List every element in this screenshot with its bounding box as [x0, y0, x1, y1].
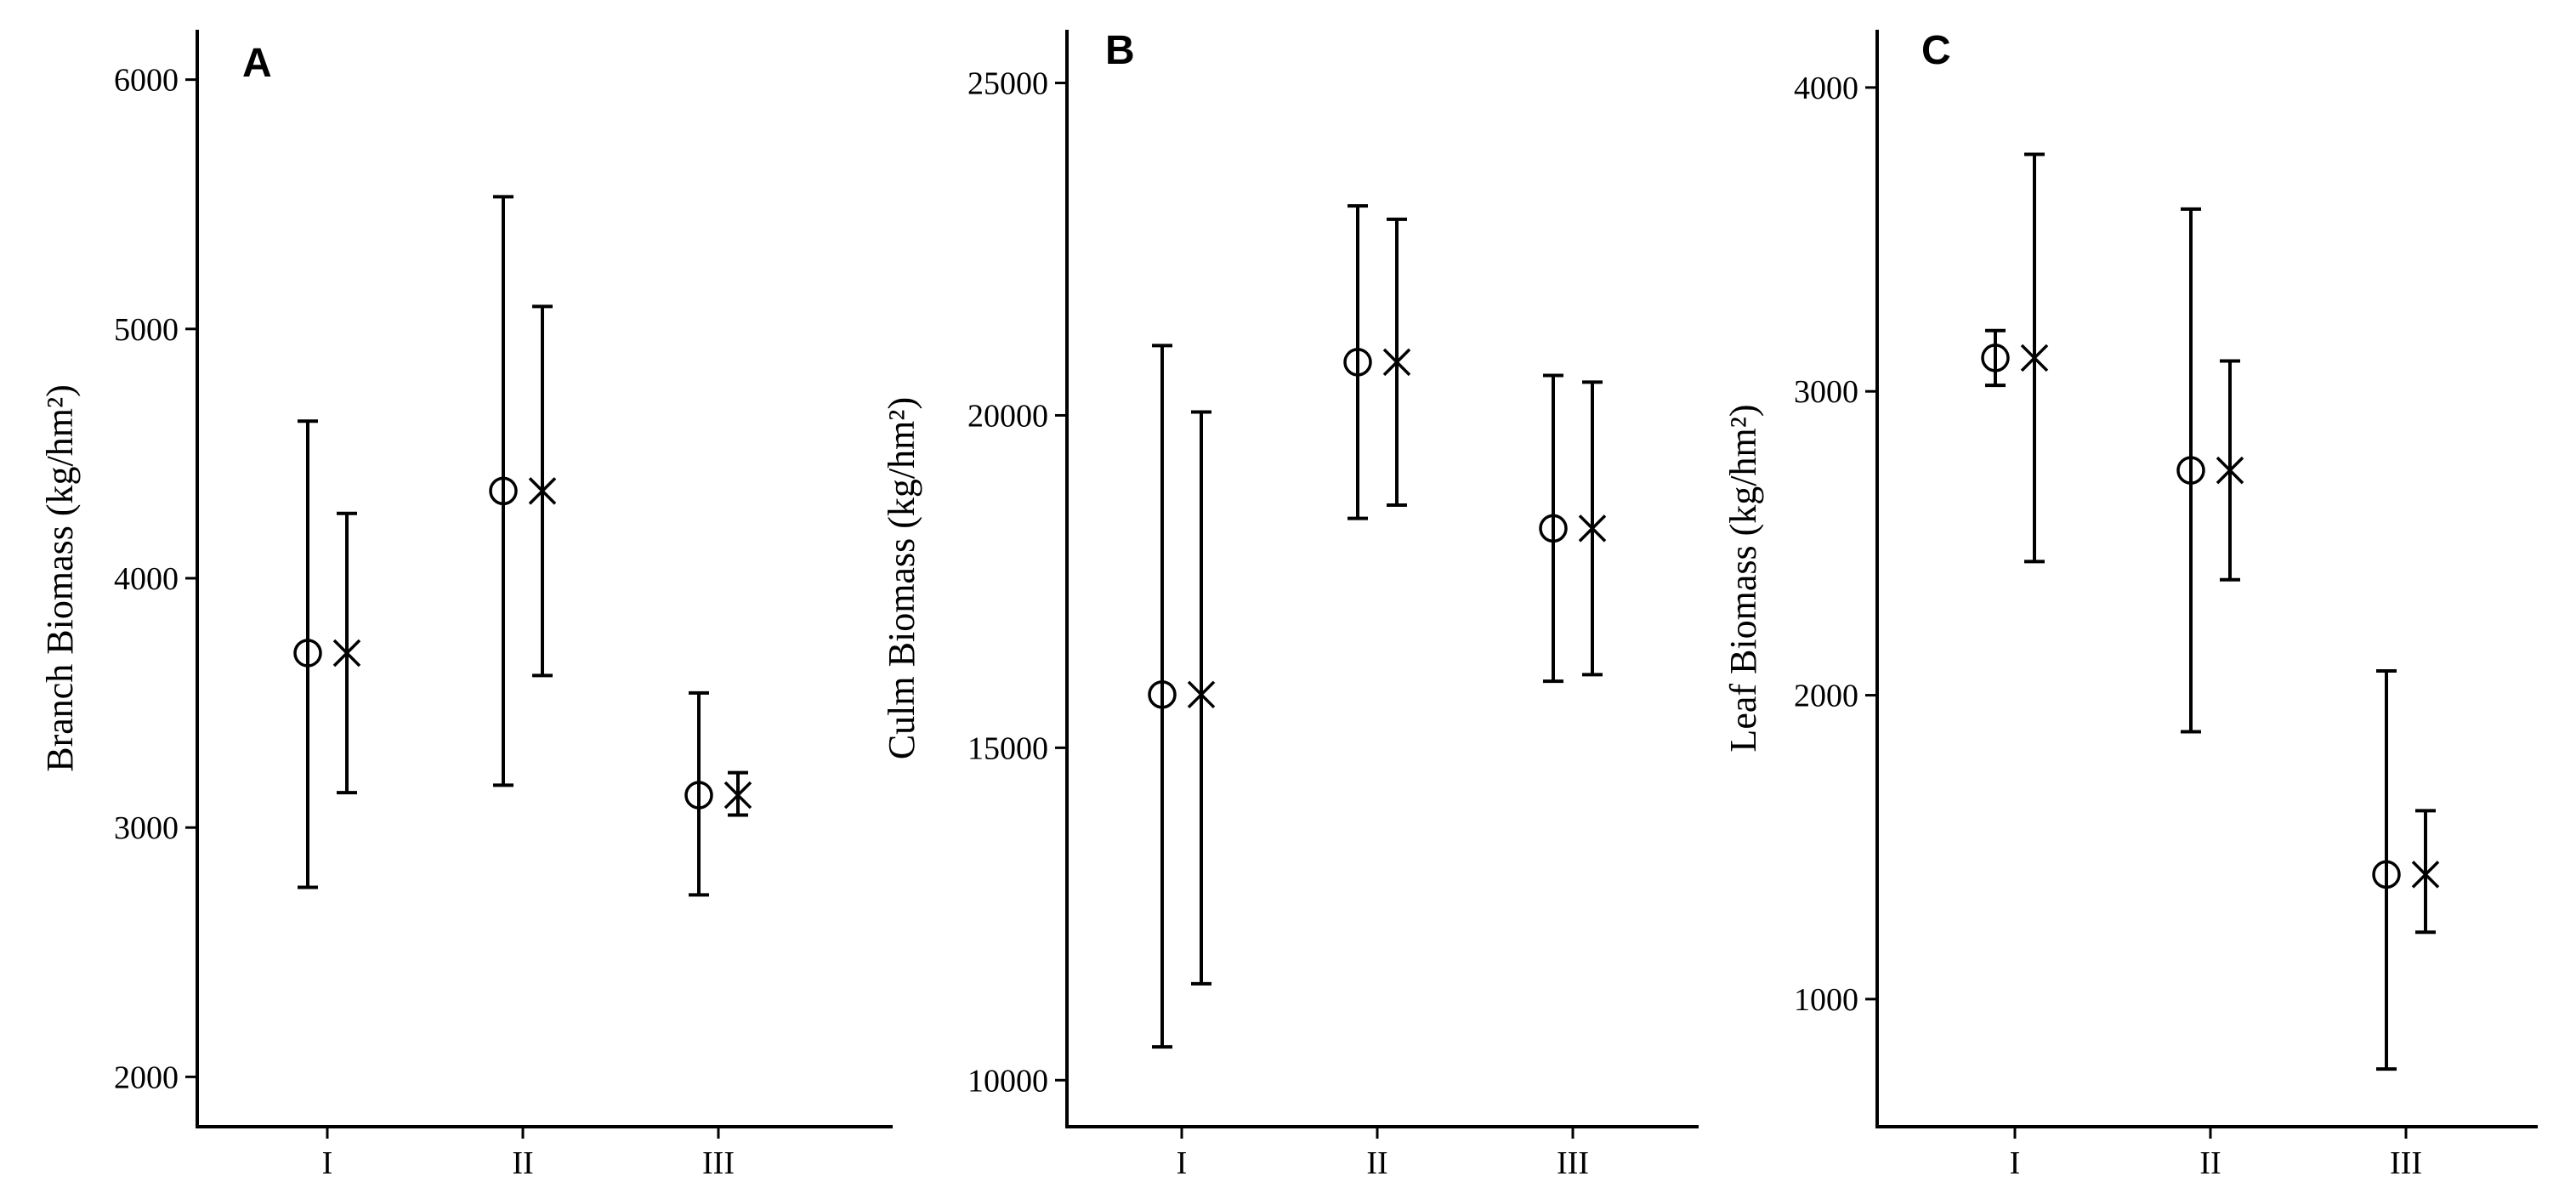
- cross-stroke: [2411, 861, 2440, 889]
- y-axis-label: Branch Biomass (kg/hm²): [39, 384, 81, 772]
- y-tick-label: 2000: [1794, 679, 1858, 714]
- circle-point: [2176, 456, 2205, 485]
- x-tick-label: II: [512, 1145, 533, 1181]
- y-tick-label: 10000: [967, 1063, 1048, 1099]
- error-bar: [1348, 204, 1368, 520]
- cross-stroke: [723, 781, 752, 810]
- y-tick-label: 15000: [967, 730, 1048, 766]
- cross-stroke: [2020, 344, 2049, 372]
- circle-point: [1539, 514, 1568, 543]
- error-bar: [493, 195, 513, 787]
- cross-point: [2216, 456, 2244, 485]
- y-axis-label: Culm Biomass (kg/hm²): [881, 397, 922, 759]
- y-tick-label: 4000: [1794, 71, 1858, 106]
- cross-point: [2020, 344, 2049, 372]
- cross-point: [723, 781, 752, 810]
- circle-point: [684, 781, 713, 810]
- circle-point: [1981, 344, 2010, 372]
- y-tick-label: 1000: [1794, 982, 1858, 1018]
- circle-point: [489, 476, 518, 506]
- panel-letter: B: [1105, 28, 1135, 73]
- error-bar: [298, 419, 318, 889]
- error-bar: [1985, 328, 2006, 388]
- axis-lines: [1875, 30, 2538, 1128]
- axis-lines: [1065, 30, 1699, 1128]
- cross-point: [1187, 680, 1216, 709]
- cross-point: [528, 477, 557, 505]
- panel-letter: A: [242, 41, 272, 86]
- cross-stroke: [1578, 514, 1607, 543]
- cross-stroke: [2216, 456, 2244, 485]
- x-tick-label: I: [1177, 1145, 1188, 1181]
- circle-point: [1148, 680, 1177, 709]
- y-tick-label: 25000: [967, 66, 1048, 102]
- y-tick-label: 5000: [114, 312, 179, 348]
- cross-point: [1578, 514, 1607, 543]
- cross-point: [2411, 861, 2440, 889]
- cross-point: [332, 639, 361, 668]
- x-tick-label: I: [2010, 1145, 2021, 1181]
- error-bar: [2181, 207, 2201, 734]
- y-tick-label: 3000: [114, 810, 179, 846]
- cross-stroke: [1187, 680, 1216, 709]
- error-bar: [689, 690, 709, 897]
- x-tick-label: I: [322, 1145, 333, 1181]
- circle-point: [1343, 348, 1372, 377]
- y-tick-label: 2000: [114, 1060, 179, 1095]
- x-tick-label: III: [2390, 1145, 2422, 1181]
- x-tick-label: III: [702, 1145, 735, 1181]
- y-tick-label: 4000: [114, 561, 179, 597]
- y-tick-label: 6000: [114, 63, 179, 99]
- panel-letter: C: [1921, 28, 1951, 73]
- error-bar: [1191, 410, 1211, 986]
- x-tick-label: II: [1366, 1145, 1387, 1181]
- y-tick-label: 20000: [967, 398, 1048, 434]
- y-axis-label: Leaf Biomass (kg/hm²): [1722, 404, 1764, 752]
- circle-point: [2372, 860, 2401, 889]
- cross-stroke: [528, 477, 557, 505]
- cross-stroke: [1382, 348, 1411, 377]
- x-tick-label: III: [1557, 1145, 1589, 1181]
- axis-lines: [196, 30, 893, 1128]
- cross-stroke: [332, 639, 361, 668]
- circle-point: [293, 639, 322, 668]
- x-tick-label: II: [2199, 1145, 2221, 1181]
- error-bar: [2415, 809, 2436, 935]
- error-bar: [2376, 668, 2397, 1071]
- error-bar: [1543, 373, 1563, 684]
- y-tick-label: 3000: [1794, 374, 1858, 410]
- error-bar: [1152, 344, 1172, 1049]
- cross-point: [1382, 348, 1411, 377]
